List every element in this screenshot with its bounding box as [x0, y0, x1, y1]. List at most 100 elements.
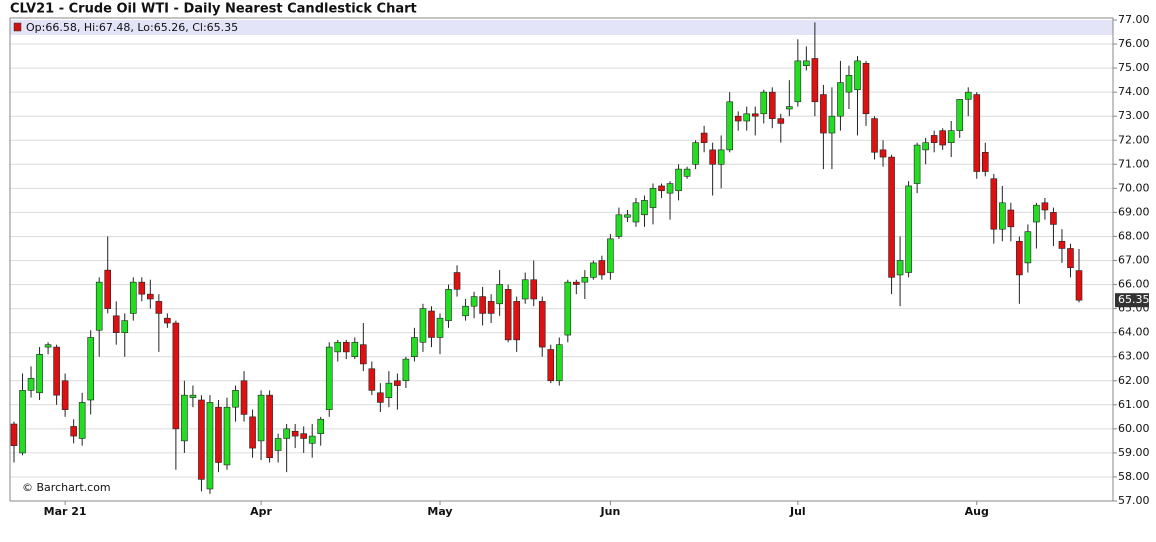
candle-body	[112, 315, 120, 333]
candle-body	[334, 341, 342, 353]
candle-body	[223, 406, 231, 466]
candle-body	[922, 142, 929, 151]
candle-body	[964, 91, 972, 100]
candle-body	[19, 390, 26, 454]
y-tick-label: 68.00	[1118, 229, 1150, 242]
candle-body	[27, 378, 35, 391]
last-price-label: 65.35	[1118, 293, 1150, 306]
candle-body	[573, 281, 580, 285]
candle-body	[590, 262, 597, 278]
candle-body	[717, 149, 725, 165]
candle-body	[700, 132, 708, 143]
plot-border	[9, 17, 1114, 502]
candle-body	[692, 142, 699, 165]
candle-body	[862, 62, 870, 115]
x-tick-label: Jul	[789, 505, 806, 518]
y-tick-label: 66.00	[1118, 278, 1150, 291]
candle-body	[913, 144, 921, 184]
candle-body	[956, 99, 964, 131]
candle-body	[129, 281, 137, 314]
y-tick-label: 63.00	[1118, 350, 1150, 363]
candle-body	[291, 430, 299, 437]
candle-body	[624, 214, 631, 218]
legend-band	[10, 20, 1113, 35]
candle-body	[496, 284, 503, 305]
candle-body	[445, 289, 452, 321]
candle-body	[436, 317, 444, 338]
candle-body	[44, 344, 52, 348]
y-tick-label: 72.00	[1118, 133, 1150, 146]
candle-body	[189, 394, 197, 398]
candle-body	[530, 279, 538, 300]
candle-body	[632, 202, 640, 223]
last-price-box	[1115, 293, 1149, 308]
candle-body	[538, 301, 546, 348]
candle-body	[1033, 204, 1040, 223]
axes: 57.00 58.00 59.00 60.00 61.00 62.00 63.00 64.00…	[44, 13, 1150, 518]
legend-swatch	[13, 22, 22, 32]
y-tick-label: 74.00	[1118, 85, 1150, 98]
chart-title: CLV21 - Crude Oil WTI - Daily Nearest Ca…	[10, 2, 417, 17]
candle-body	[1058, 240, 1066, 249]
y-tick-label: 77.00	[1118, 13, 1150, 26]
candle-body	[854, 60, 861, 91]
candle-body	[649, 188, 657, 208]
candle-body	[453, 272, 461, 290]
candle-body	[479, 296, 486, 314]
candle-body	[930, 135, 938, 143]
candle-body	[658, 185, 665, 192]
candle-body	[232, 390, 239, 408]
candle-body	[504, 289, 512, 341]
candle-body	[547, 349, 555, 382]
candle-body	[675, 168, 682, 192]
candle-body	[487, 301, 495, 314]
candle-body	[598, 260, 606, 276]
candle-body	[751, 113, 759, 117]
candle-body	[36, 353, 43, 394]
candle-body	[164, 317, 171, 324]
candle-body	[257, 394, 265, 442]
candle-body	[95, 281, 103, 331]
candle-body	[555, 344, 563, 382]
candle-body	[317, 418, 325, 434]
candle-body	[615, 214, 623, 237]
y-tick-label: 71.00	[1118, 157, 1150, 170]
candle-body	[845, 75, 853, 93]
candle-body	[394, 380, 401, 386]
candle-body	[734, 115, 742, 122]
candle-body	[249, 416, 256, 449]
candle-body	[368, 368, 376, 391]
candle-body	[470, 296, 478, 307]
candle-body	[879, 149, 887, 158]
candle-body	[411, 337, 418, 357]
candle-body	[377, 392, 384, 403]
candle-body	[726, 101, 733, 151]
x-tick-label: Aug	[965, 505, 989, 518]
candle-body	[581, 277, 589, 283]
candle-body	[990, 178, 998, 230]
candle-body	[172, 322, 180, 430]
candle-body	[360, 344, 367, 365]
candle-body	[905, 185, 912, 273]
candle-body	[760, 91, 768, 115]
candle-body	[743, 113, 751, 122]
candle-body	[777, 118, 785, 124]
candle-body	[308, 435, 316, 444]
candle-body	[147, 293, 154, 300]
candle-body	[999, 202, 1006, 230]
candle-body	[462, 305, 469, 317]
candle-body	[78, 402, 86, 439]
y-tick-label: 59.00	[1118, 446, 1150, 459]
candle-body	[61, 380, 69, 410]
candle-body	[828, 115, 836, 134]
candle-body	[240, 380, 248, 415]
x-tick-label: May	[427, 505, 452, 518]
candle-body	[564, 281, 572, 336]
candle-body	[351, 341, 359, 357]
candle-body	[1024, 231, 1032, 264]
candle-body	[1041, 202, 1049, 211]
candle-body	[206, 402, 214, 490]
candle-body	[803, 60, 810, 66]
